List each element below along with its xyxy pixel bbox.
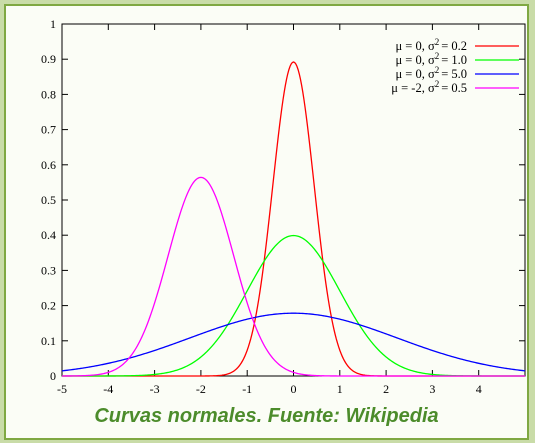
legend-label-2: μ = 0, σ2 = 5.0 — [395, 65, 467, 81]
y-tick-label: 0.6 — [41, 158, 56, 172]
y-tick-label: 0.5 — [41, 193, 56, 207]
x-tick-label: 4 — [476, 382, 482, 396]
x-tick-label: -1 — [242, 382, 252, 396]
figure-caption: Curvas normales. Fuente: Wikipedia — [94, 405, 439, 427]
legend-label-1: μ = 0, σ2 = 1.0 — [395, 51, 467, 67]
x-tick-label: -4 — [103, 382, 113, 396]
normal-curves-chart: 0 0.1 0.2 0.3 0.4 0.5 0.6 0.7 0.8 0.9 1 -5 -4 -3 -2 -1 0… — [41, 17, 526, 396]
series-line-0 — [62, 61, 525, 377]
y-tick-label: 0.7 — [41, 123, 56, 137]
legend-label-0: μ = 0, σ2 = 0.2 — [395, 37, 467, 53]
series-line-2 — [61, 312, 526, 372]
chart-area: 0 0.1 0.2 0.3 0.4 0.5 0.6 0.7 0.8 0.9 1 -5 -4 -3 -2 -1 0… — [6, 12, 527, 400]
y-tick-label: 0.2 — [41, 299, 56, 313]
x-tick-label: 3 — [429, 382, 435, 396]
y-tick-label: 0.1 — [41, 334, 56, 348]
y-tick-label: 0.9 — [41, 52, 56, 66]
x-tick-label: 1 — [337, 382, 343, 396]
x-tick-label: -2 — [196, 382, 206, 396]
y-tick-label: 0.4 — [41, 228, 56, 242]
figure-frame: 0 0.1 0.2 0.3 0.4 0.5 0.6 0.7 0.8 0.9 1 -5 -4 -3 -2 -1 0… — [4, 4, 529, 440]
y-tick-label: 0.8 — [41, 87, 56, 101]
legend-label-3: μ = -2, σ2 = 0.5 — [391, 79, 467, 95]
y-tick-label: 0 — [50, 369, 56, 383]
x-tick-label: -5 — [57, 382, 67, 396]
x-tick-label: 0 — [291, 382, 297, 396]
series-line-3 — [61, 176, 525, 377]
x-tick-label: -3 — [150, 382, 160, 396]
y-tick-label: 1 — [50, 17, 56, 31]
x-tick-label: 2 — [383, 382, 389, 396]
y-tick-label: 0.3 — [41, 263, 56, 277]
